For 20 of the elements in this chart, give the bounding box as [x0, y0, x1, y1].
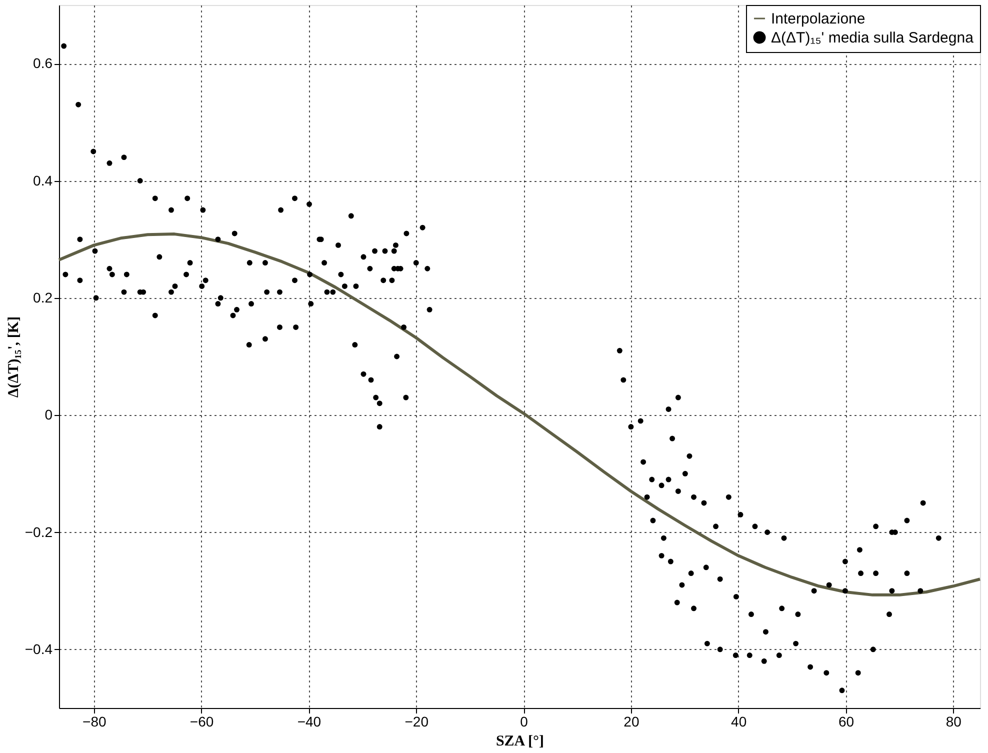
- y-tick-label: 0.4: [33, 172, 53, 188]
- x-tick-label: 40: [731, 714, 747, 730]
- x-tick-label: 80: [946, 714, 962, 730]
- x-axis-title: SZA [°]: [496, 734, 544, 750]
- line-series: [58, 232, 982, 596]
- x-tick-label: −40: [297, 714, 322, 730]
- legend-label: Δ(ΔT)₁₅' media sulla Sardegna: [771, 30, 974, 46]
- legend-label: Interpolazione: [771, 10, 866, 28]
- x-tick-label: −20: [404, 714, 429, 730]
- y-tick-label: −0.4: [24, 640, 53, 657]
- x-tick-label: 60: [838, 714, 854, 730]
- y-tick-label: 0: [44, 406, 53, 423]
- x-tick-label: −60: [190, 714, 214, 730]
- y-tick-label: 0.6: [33, 55, 53, 72]
- y-tick-label: 0.2: [33, 289, 53, 306]
- x-tick-label: 20: [624, 714, 640, 730]
- y-axis-title: Δ(ΔT)₁₅', [K]: [6, 316, 22, 398]
- y-tick-label: −0.2: [24, 524, 53, 540]
- x-tick-label: 0: [520, 714, 528, 730]
- x-tick-label: −80: [82, 714, 106, 730]
